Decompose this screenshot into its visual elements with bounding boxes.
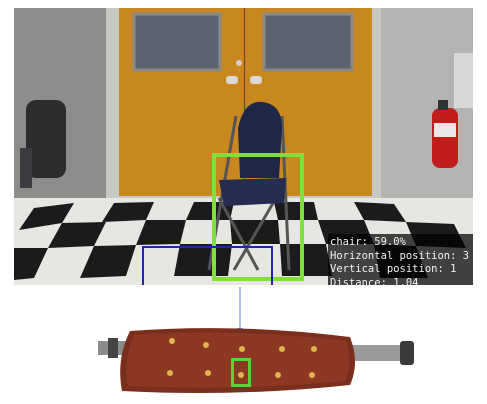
floor-zone-box [142,246,273,285]
detection-bounding-box [212,153,304,281]
buckle-left-icon [108,338,118,358]
camera-view: chair: 59.0% Horizontal position: 3 Vertic… [14,8,473,285]
active-motor-highlight [231,358,251,387]
buckle-right-icon [400,341,414,365]
horizontal-position: Horizontal position: 3 [330,249,470,262]
haptic-belt [98,328,414,393]
motor-dot [275,372,281,378]
distance-readout: Distance: 1.04 [330,276,419,286]
motor-dot [167,370,173,376]
detection-label: chair: 59.0% [330,236,406,248]
motor-dot [309,372,315,378]
detection-readout: chair: 59.0% Horizontal position: 3 Vertic… [328,234,473,285]
motor-dot [311,346,317,352]
motor-dot [205,370,211,376]
motor-dot [169,338,175,344]
motor-dot [279,346,285,352]
motor-dot [238,372,244,378]
fire-extinguisher-icon [432,100,458,168]
vertical-position: Vertical position: 1 [330,263,457,275]
scene-illustration [14,8,473,285]
motor-dot [239,346,245,352]
motor-dot [203,342,209,348]
belt-strap-right [350,345,406,361]
